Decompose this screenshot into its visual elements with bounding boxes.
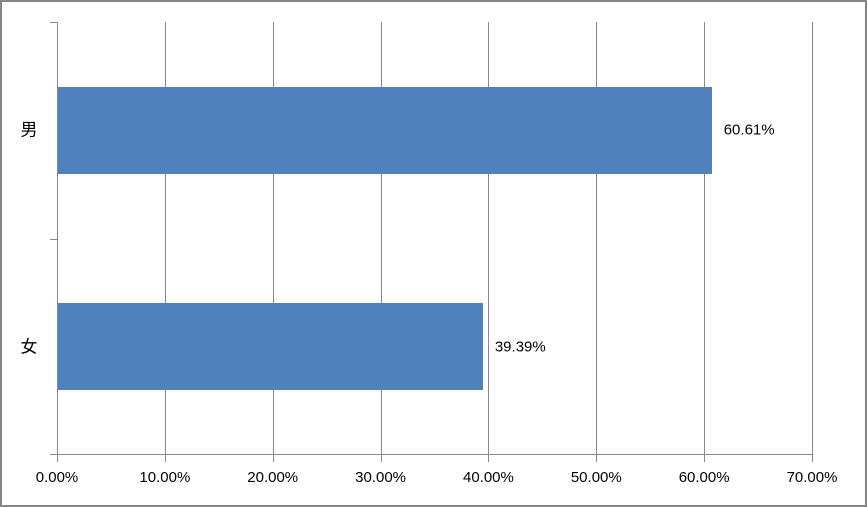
- category-axis-tick: [50, 454, 57, 455]
- value-axis-tick: [57, 455, 58, 462]
- value-axis-tick-label: 0.00%: [35, 469, 79, 486]
- vertical-gridline: [272, 22, 274, 455]
- category-label-男: 男: [20, 120, 38, 140]
- value-axis-tick: [272, 455, 274, 462]
- value-axis-tick-label: 40.00%: [462, 469, 514, 486]
- value-axis-tick: [812, 455, 813, 462]
- category-axis-tick: [50, 239, 57, 240]
- value-axis-tick-label: 70.00%: [786, 469, 838, 486]
- vertical-gridline: [488, 22, 490, 455]
- value-axis-tick-label: 10.00%: [139, 469, 191, 486]
- category-axis-line: [57, 22, 58, 455]
- category-label-女: 女: [20, 337, 38, 357]
- vertical-gridline: [812, 22, 813, 455]
- vertical-gridline: [164, 22, 166, 455]
- value-axis-tick-label: 30.00%: [355, 469, 406, 486]
- value-axis-tick: [380, 455, 382, 462]
- vertical-gridline: [704, 22, 706, 455]
- bar-男: [58, 86, 712, 174]
- data-label-女: 39.39%: [494, 338, 546, 356]
- plot-area: 60.61% 39.39%: [50, 22, 813, 462]
- value-axis-tick: [488, 455, 490, 462]
- value-axis-tick-label: 50.00%: [570, 469, 622, 486]
- value-axis-tick-label: 20.00%: [247, 469, 299, 486]
- data-label-男: 60.61%: [723, 121, 775, 139]
- value-axis-line: [57, 454, 812, 455]
- bar-女: [58, 303, 483, 391]
- value-axis-tick: [164, 455, 166, 462]
- value-axis-tick-label: 60.00%: [678, 469, 730, 486]
- value-axis-tick: [596, 455, 598, 462]
- vertical-gridline: [380, 22, 382, 455]
- vertical-gridline: [596, 22, 598, 455]
- category-axis-tick: [50, 22, 57, 23]
- value-axis-tick: [704, 455, 706, 462]
